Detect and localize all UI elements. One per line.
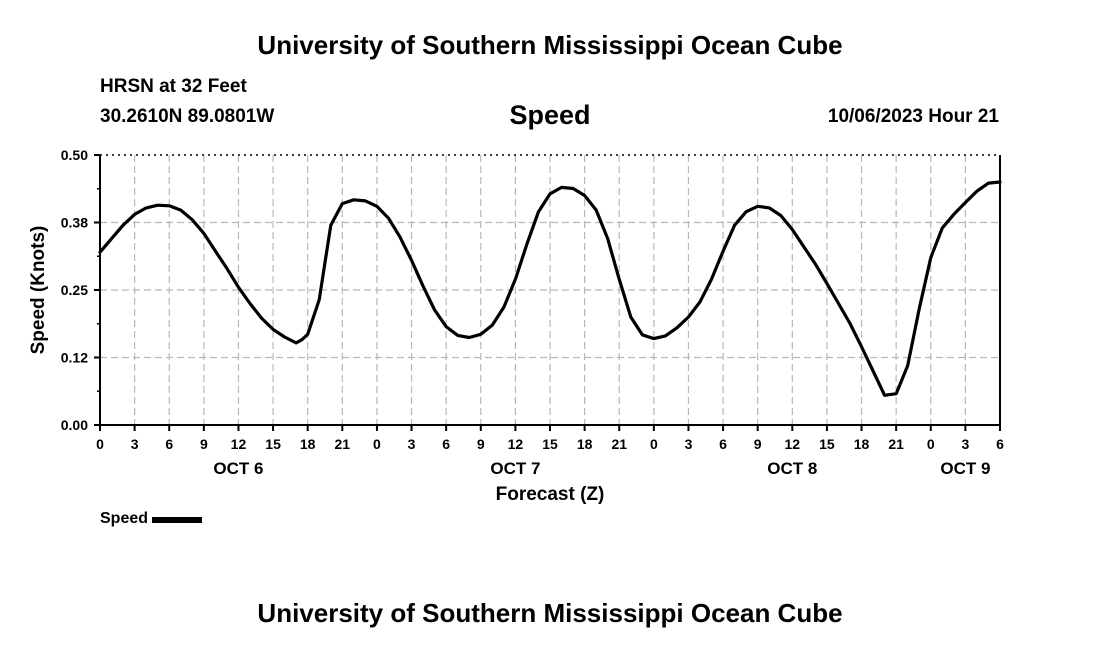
series-layer <box>98 180 1002 397</box>
y-tick-label: 0.25 <box>61 282 88 298</box>
x-tick-label: 9 <box>477 436 485 452</box>
x-tick-label: 0 <box>373 436 381 452</box>
x-tick-label: 12 <box>231 436 247 452</box>
y-tick-label: 0.50 <box>61 147 88 163</box>
x-tick-label: 15 <box>542 436 558 452</box>
day-label: OCT 9 <box>940 459 990 478</box>
axis-ticks: 0.00 0.12 0.25 0.38 0.50 0 3 6 9 12 15 18 21 0 3 6 9 12 15… <box>61 147 1004 478</box>
y-tick-label: 0.00 <box>61 417 88 433</box>
legend-swatch <box>152 517 203 523</box>
x-tick-label: 18 <box>300 436 316 452</box>
legend-label: Speed <box>100 510 149 527</box>
chart-subtitle: Speed <box>509 100 591 130</box>
forecast-datetime: 10/06/2023 Hour 21 <box>827 106 999 127</box>
day-label: OCT 8 <box>767 459 817 478</box>
footer-title: University of Southern Mississippi Ocean… <box>257 598 843 628</box>
x-tick-label: 18 <box>854 436 870 452</box>
x-tick-label: 0 <box>96 436 104 452</box>
x-tick-label: 21 <box>888 436 904 452</box>
legend: Speed <box>100 510 203 528</box>
day-label: OCT 6 <box>213 459 263 478</box>
x-tick-label: 21 <box>611 436 627 452</box>
x-tick-label: 21 <box>335 436 351 452</box>
x-tick-label: 6 <box>165 436 173 452</box>
x-tick-label: 15 <box>265 436 281 452</box>
x-tick-label: 12 <box>785 436 801 452</box>
x-tick-label: 9 <box>200 436 208 452</box>
y-axis-title: Speed (Knots) <box>28 226 49 355</box>
x-tick-label: 18 <box>577 436 593 452</box>
y-tick-label: 0.12 <box>61 350 88 366</box>
x-tick-label: 15 <box>819 436 835 452</box>
x-tick-label: 0 <box>650 436 658 452</box>
x-tick-label: 12 <box>508 436 524 452</box>
x-tick-label: 6 <box>719 436 727 452</box>
x-tick-label: 6 <box>996 436 1004 452</box>
chart-title: University of Southern Mississippi Ocean… <box>257 30 843 60</box>
x-tick-label: 6 <box>442 436 450 452</box>
y-tick-label: 0.38 <box>61 215 88 231</box>
x-axis-title: Forecast (Z) <box>496 484 605 505</box>
station-coordinates: 30.2610N 89.0801W <box>100 106 275 127</box>
x-tick-label: 3 <box>685 436 693 452</box>
series-line-speed <box>98 180 1002 397</box>
x-tick-label: 3 <box>408 436 416 452</box>
x-tick-label: 3 <box>961 436 969 452</box>
station-label: HRSN at 32 Feet <box>100 76 247 97</box>
day-label: OCT 7 <box>490 459 540 478</box>
x-tick-label: 9 <box>754 436 762 452</box>
x-tick-label: 3 <box>131 436 139 452</box>
x-tick-label: 0 <box>927 436 935 452</box>
grid-lines <box>100 154 1000 425</box>
